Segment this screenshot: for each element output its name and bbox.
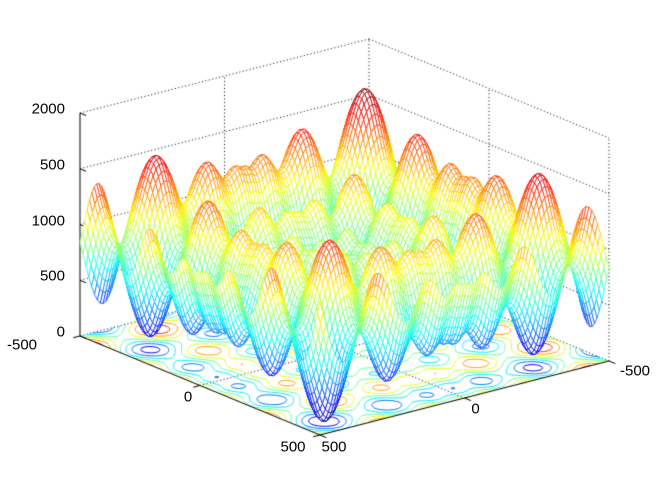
y-tick-label: -500 <box>6 336 38 354</box>
x-tick-label: -500 <box>619 362 651 380</box>
x-tick-label: 0 <box>471 400 480 418</box>
z-tick-label: 500 <box>39 156 65 174</box>
y-tick-label: 0 <box>183 388 193 405</box>
y-tick-label: 500 <box>280 438 306 456</box>
z-tick-label: 0 <box>56 323 65 341</box>
z-tick-label: 500 <box>39 267 65 285</box>
z-tick-label: 2000 <box>31 100 65 118</box>
x-tick-label: 500 <box>321 438 347 456</box>
z-tick-label: 1000 <box>31 212 65 229</box>
